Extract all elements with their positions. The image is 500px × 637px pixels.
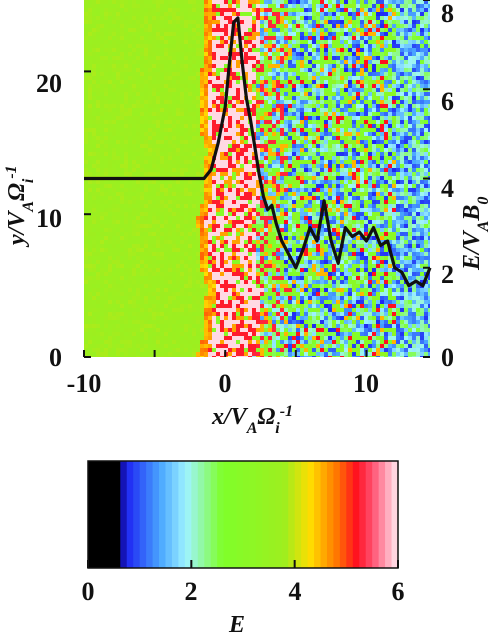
colorbar-band — [365, 461, 373, 568]
colorbar-band — [126, 461, 134, 568]
colorbar-band — [223, 461, 231, 568]
colorbar-band — [268, 461, 276, 568]
colorbar-band — [171, 461, 180, 568]
colorbar-band — [385, 461, 393, 568]
colorbar-band — [94, 461, 102, 568]
colorbar-band — [139, 461, 147, 568]
colorbar-band — [352, 461, 360, 568]
colorbar-label: E — [228, 612, 245, 637]
colorbar-band — [197, 461, 205, 568]
colorbar-band — [255, 461, 263, 568]
y2-tick-label: 8 — [441, 0, 454, 28]
colorbar-band — [230, 461, 238, 568]
colorbar-band — [281, 461, 289, 568]
colorbar-band — [178, 461, 186, 568]
colorbar-band — [120, 461, 128, 568]
y2-axis-label: E/VAB0 — [459, 197, 492, 271]
colorbar-band — [249, 461, 257, 568]
colorbar-band — [165, 461, 173, 568]
colorbar-band — [372, 461, 380, 568]
colorbar-band — [243, 461, 251, 568]
colorbar-tick-label: 0 — [82, 577, 95, 606]
colorbar-band — [275, 461, 283, 568]
colorbar-tick-label: 2 — [185, 577, 198, 606]
colorbar-band — [339, 461, 347, 568]
colorbar-band — [146, 461, 154, 568]
x-tick-label: 10 — [353, 369, 379, 398]
colorbar-band — [359, 461, 367, 568]
colorbar-tick-label: 6 — [392, 577, 405, 606]
y-axis-label: y/VAΩi-1 — [3, 165, 37, 248]
colorbar-band — [184, 461, 192, 568]
y2-tick-label: 4 — [441, 174, 454, 203]
x-axis-label: x/VAΩi-1 — [211, 403, 293, 437]
colorbar-band — [314, 461, 322, 568]
colorbar-band — [288, 461, 296, 568]
field-panel: 20 10 0 -10 0 10 8 6 4 2 0 x/VAΩi-1 y/VA… — [3, 0, 492, 437]
y2-tick-label: 2 — [441, 260, 454, 289]
colorbar-band — [320, 461, 328, 568]
colorbar-band — [294, 461, 302, 568]
field-profile-line — [84, 16, 432, 288]
colorbar-band — [159, 461, 167, 568]
colorbar-frame — [87, 460, 399, 569]
colorbar-band — [191, 461, 199, 568]
colorbar-band — [391, 461, 399, 568]
colorbar-band — [333, 461, 341, 568]
y-tick-label: 0 — [49, 343, 62, 372]
y2-tick-label: 0 — [441, 343, 454, 372]
x-tick-label: -10 — [67, 369, 102, 398]
colorbar-band — [346, 461, 354, 568]
colorbar-band — [113, 461, 121, 568]
colorbar-band — [326, 461, 335, 568]
axis-ticks — [83, 0, 430, 358]
colorbar-gradient — [88, 461, 399, 568]
colorbar-band — [378, 461, 386, 568]
colorbar-band — [236, 461, 244, 568]
colorbar: 0 2 4 6 E — [82, 460, 405, 637]
colorbar-band — [88, 461, 96, 568]
colorbar-band — [204, 461, 212, 568]
colorbar-band — [152, 461, 160, 568]
x-tick-label: 0 — [219, 369, 232, 398]
colorbar-band — [133, 461, 141, 568]
colorbar-band — [100, 461, 108, 568]
colorbar-band — [301, 461, 309, 568]
colorbar-band — [217, 461, 225, 568]
y-tick-label: 20 — [36, 69, 62, 98]
colorbar-tick-label: 4 — [289, 577, 302, 606]
colorbar-ticks — [87, 560, 399, 568]
colorbar-band — [307, 461, 315, 568]
colorbar-band — [262, 461, 270, 568]
colorbar-band — [107, 461, 115, 568]
y-tick-label: 10 — [36, 204, 62, 233]
y2-tick-label: 6 — [441, 87, 454, 116]
electric-field-heatmap — [84, 0, 430, 357]
colorbar-band — [210, 461, 218, 568]
